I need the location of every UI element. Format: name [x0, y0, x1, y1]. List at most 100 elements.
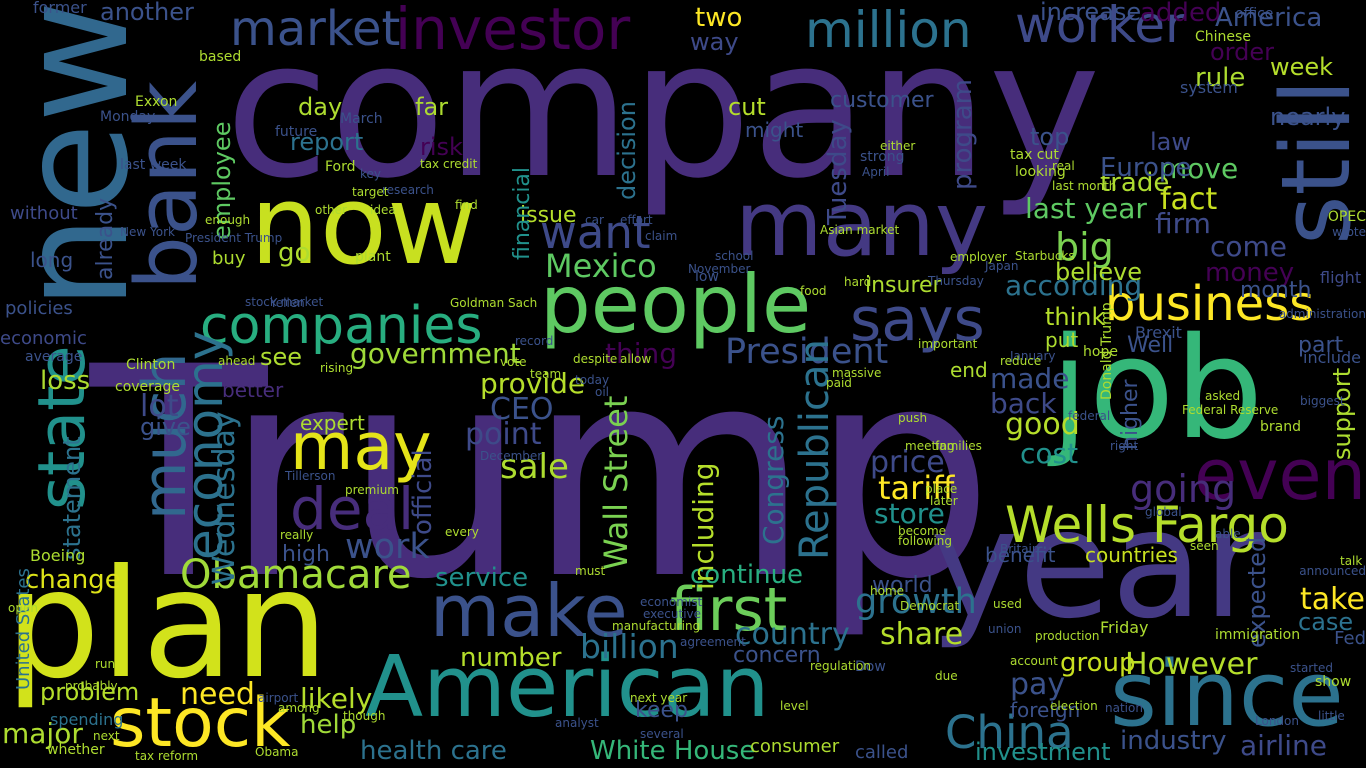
- word-stock-market: stock market: [245, 295, 324, 309]
- word-big: big: [1055, 225, 1114, 269]
- word-able: able: [1215, 527, 1241, 541]
- word-used: used: [993, 597, 1022, 611]
- word-customer: customer: [830, 88, 934, 113]
- word-better: better: [222, 378, 284, 402]
- word-former: former: [33, 0, 87, 17]
- word-following: following: [898, 534, 952, 548]
- word-election: election: [1050, 699, 1098, 713]
- word-country: country: [735, 617, 850, 652]
- word-industry: industry: [1120, 726, 1227, 756]
- word-work: work: [345, 527, 430, 567]
- word-cut: cut: [728, 93, 766, 121]
- word-regulation: regulation: [810, 659, 871, 673]
- word-target: target: [352, 185, 389, 199]
- word-brexit: Brexit: [1135, 323, 1182, 342]
- word-order: order: [1210, 38, 1274, 66]
- word-market: market: [230, 1, 401, 57]
- word-report: report: [290, 128, 364, 156]
- word-new-york: New York: [120, 225, 175, 239]
- word-decision: decision: [613, 101, 641, 200]
- word-exxon: Exxon: [135, 94, 178, 110]
- word-take: take: [1300, 582, 1365, 617]
- word-week: week: [1270, 53, 1334, 81]
- word-deal: deal: [290, 475, 415, 543]
- word-change: change: [25, 565, 121, 595]
- word-among: among: [278, 701, 320, 715]
- word-friday: Friday: [1100, 618, 1149, 637]
- word-billion: billion: [580, 627, 679, 666]
- word-probably: probably: [65, 679, 118, 693]
- word-day: day: [298, 93, 343, 121]
- word-put: put: [1045, 328, 1079, 352]
- word-premium: premium: [345, 483, 399, 497]
- word-long: long: [30, 248, 74, 272]
- word-open: open: [8, 601, 38, 615]
- word-end: end: [950, 358, 988, 382]
- word-tax-reform: tax reform: [135, 749, 199, 763]
- word-consumer: consumer: [750, 736, 840, 757]
- word-including: including: [687, 462, 720, 590]
- word-believe: believe: [1055, 258, 1143, 286]
- word-britain: Britain: [1000, 542, 1040, 556]
- word-likely: likely: [300, 682, 373, 715]
- word-home: home: [870, 584, 905, 598]
- word-move: move: [1160, 152, 1239, 185]
- word-place: place: [925, 482, 958, 496]
- word-level: level: [780, 699, 809, 713]
- word-according: according: [1005, 269, 1143, 302]
- word-opec: OPEC: [1327, 209, 1366, 225]
- word-wall-street: Wall Street: [597, 395, 635, 570]
- word-company: company: [225, 0, 1101, 220]
- word-clinton: Clinton: [126, 357, 176, 373]
- word-well: Well: [1127, 333, 1174, 358]
- word-thing: thing: [605, 337, 678, 370]
- word-problem: problem: [40, 678, 140, 706]
- word-japan: Japan: [985, 259, 1019, 273]
- word-tuesday: Tuesday: [823, 119, 853, 225]
- word-president: President: [725, 332, 889, 372]
- word-investment: investment: [975, 738, 1111, 766]
- word-sale: sale: [500, 447, 569, 487]
- word-mexico: Mexico: [545, 247, 657, 285]
- word-despite: despite: [573, 352, 618, 366]
- word-monday: Monday: [100, 109, 156, 125]
- word-fed: Fed: [1334, 628, 1366, 649]
- word-flight: flight: [1320, 268, 1362, 287]
- word-december: December: [480, 449, 543, 463]
- word-president-trump: President Trump: [185, 231, 283, 245]
- word-employer: employer: [950, 250, 1007, 264]
- word-next-year: next year: [630, 691, 688, 705]
- word-high: high: [282, 542, 330, 567]
- word-insurer: insurer: [865, 273, 942, 298]
- word-see: see: [260, 343, 303, 371]
- word-school: school: [715, 249, 754, 263]
- word-world: world: [872, 573, 933, 598]
- word-based: based: [199, 49, 242, 65]
- word-plant: plant: [355, 249, 391, 265]
- word-airport: airport: [258, 691, 299, 705]
- word-firm: firm: [1155, 207, 1211, 240]
- word-going: going: [1130, 467, 1237, 511]
- word-united-states: United States: [13, 568, 34, 690]
- word-must: must: [575, 564, 606, 578]
- word-major: major: [2, 717, 83, 750]
- word-strong: strong: [860, 149, 905, 165]
- word-first: first: [670, 575, 788, 645]
- word-run: run: [95, 657, 116, 671]
- word-trump: Trump: [90, 306, 995, 643]
- word-wrote: wrote: [1332, 225, 1366, 239]
- word-tillerson: Tillerson: [285, 469, 336, 483]
- word-store: store: [874, 497, 945, 530]
- word-november: November: [688, 262, 751, 276]
- word-way: way: [690, 28, 739, 56]
- word-food: food: [800, 284, 827, 298]
- word-important: important: [918, 337, 978, 351]
- word-brand: brand: [1260, 419, 1301, 435]
- word-tax-credit: tax credit: [420, 157, 478, 171]
- word-claim: claim: [645, 229, 678, 243]
- word-come: come: [1210, 230, 1288, 263]
- word-financial: financial: [510, 166, 535, 260]
- word-support: support: [1328, 367, 1356, 460]
- word-yellen: Yellen: [270, 296, 305, 310]
